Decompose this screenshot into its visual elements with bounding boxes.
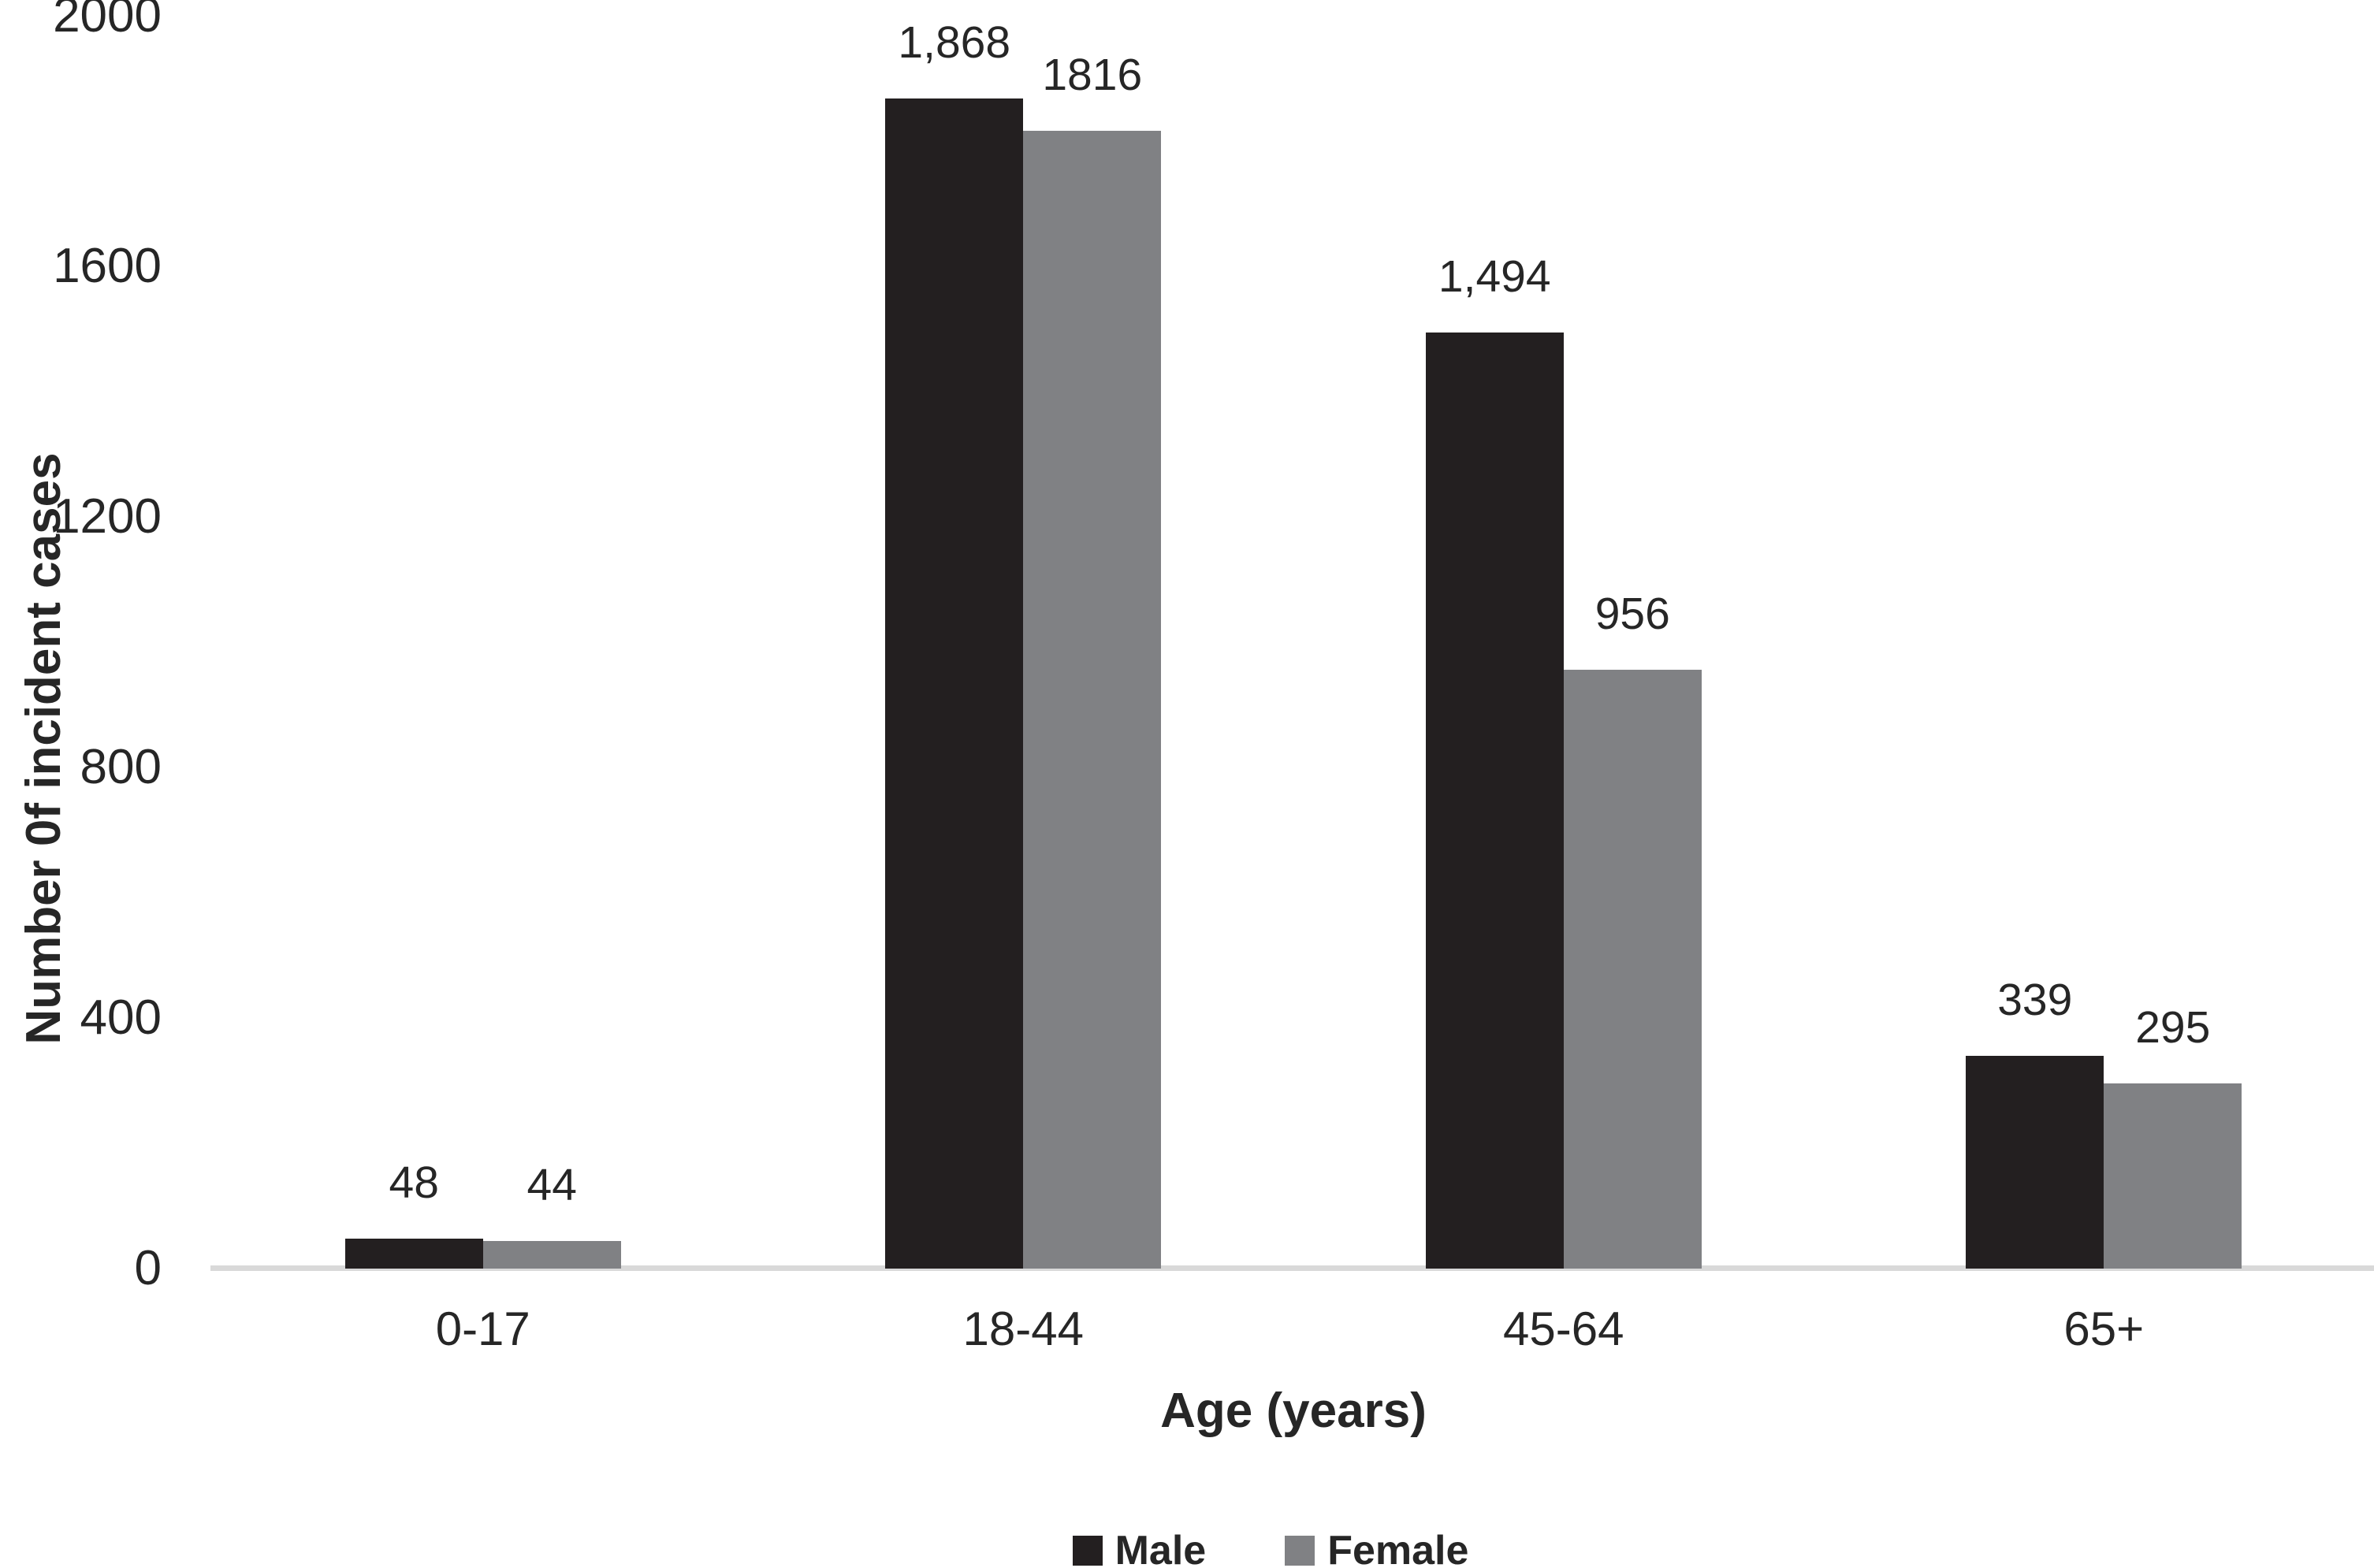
bar-male-0-17 xyxy=(344,1238,483,1269)
legend: Male Female xyxy=(0,1530,2374,1568)
legend-label-female: Female xyxy=(1327,1528,1469,1568)
bar-female-18-44 xyxy=(1023,131,1162,1269)
value-label-male-65+: 339 xyxy=(1997,975,2073,1026)
bar-female-45-64 xyxy=(1563,669,1702,1269)
value-label-female-45-64: 956 xyxy=(1594,588,1670,639)
x-tick-label-18-44: 18-44 xyxy=(962,1302,1084,1355)
legend-item-male: Male xyxy=(1072,1528,1207,1568)
bar-male-18-44 xyxy=(885,98,1024,1269)
legend-swatch-male xyxy=(1072,1536,1103,1566)
x-axis-title: Age (years) xyxy=(1160,1384,1427,1438)
x-tick-label-0-17: 0-17 xyxy=(435,1302,530,1355)
value-label-male-18-44: 1,868 xyxy=(898,17,1011,68)
value-label-female-65+: 295 xyxy=(2135,1002,2211,1053)
legend-label-male: Male xyxy=(1114,1528,1207,1568)
x-tick-label-65+: 65+ xyxy=(2063,1302,2145,1355)
value-label-male-45-64: 1,494 xyxy=(1438,251,1551,303)
bar-female-65+ xyxy=(2104,1083,2242,1269)
y-tick-label-0: 0 xyxy=(134,1241,162,1295)
legend-item-female: Female xyxy=(1285,1530,1468,1568)
value-label-female-18-44: 1816 xyxy=(1042,50,1143,101)
x-tick-label-45-64: 45-64 xyxy=(1503,1302,1624,1355)
legend-swatch-female xyxy=(1285,1536,1315,1566)
bar-female-0-17 xyxy=(482,1241,621,1269)
y-tick-label-1200: 1200 xyxy=(53,489,162,544)
y-tick-label-400: 400 xyxy=(80,990,162,1045)
x-axis-line xyxy=(210,1265,2374,1271)
y-tick-label-800: 800 xyxy=(80,740,162,794)
bar-male-65+ xyxy=(1966,1056,2104,1269)
y-tick-label-2000: 2000 xyxy=(53,0,162,43)
value-label-male-0-17: 48 xyxy=(389,1157,439,1208)
y-tick-label-1600: 1600 xyxy=(53,239,162,293)
value-label-female-0-17: 44 xyxy=(527,1160,577,1211)
bar-male-45-64 xyxy=(1425,333,1564,1269)
